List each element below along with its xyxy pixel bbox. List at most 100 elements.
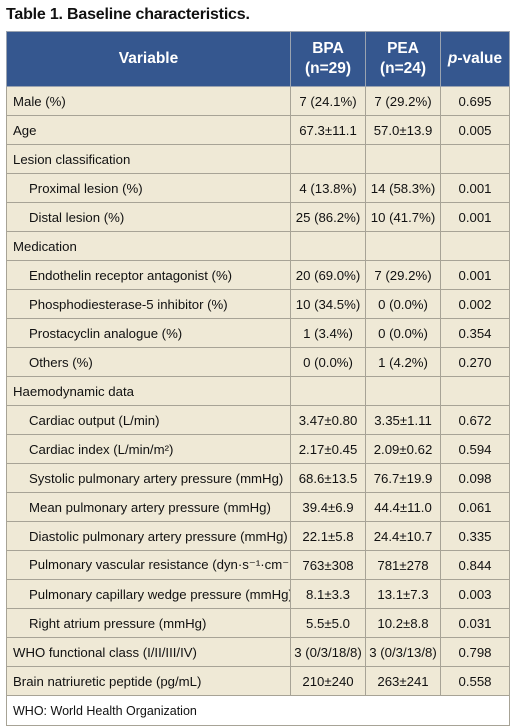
bpa-value: 25 (86.2%) xyxy=(290,202,366,232)
bpa-value: 4 (13.8%) xyxy=(290,173,366,203)
pea-value: 14 (58.3%) xyxy=(365,173,441,203)
section-row: Lesion classification xyxy=(6,144,510,174)
table-row: Mean pulmonary artery pressure (mmHg) 39… xyxy=(6,492,510,522)
pea-value: 0 (0.0%) xyxy=(365,289,441,319)
row-label: Proximal lesion (%) xyxy=(6,173,291,203)
p-value: 0.061 xyxy=(440,492,510,522)
table-row: WHO functional class (I/II/III/IV) 3 (0/… xyxy=(6,637,510,667)
footnote: WHO: World Health Organization xyxy=(6,695,510,726)
row-label: Brain natriuretic peptide (pg/mL) xyxy=(6,666,291,696)
pea-value: 10 (41.7%) xyxy=(365,202,441,232)
pea-value: 3.35±1.11 xyxy=(365,405,441,435)
pea-value: 263±241 xyxy=(365,666,441,696)
table-row: Pulmonary capillary wedge pressure (mmHg… xyxy=(6,579,510,609)
p-value: 0.695 xyxy=(440,86,510,116)
p-value: 0.001 xyxy=(440,260,510,290)
row-label: Others (%) xyxy=(6,347,291,377)
bpa-value: 0 (0.0%) xyxy=(290,347,366,377)
bpa-value: 10 (34.5%) xyxy=(290,289,366,319)
header-pvalue: p-value xyxy=(440,31,510,87)
section-label: Medication xyxy=(6,231,291,261)
pea-value: 7 (29.2%) xyxy=(365,86,441,116)
bpa-value: 68.6±13.5 xyxy=(290,463,366,493)
table-row: Diastolic pulmonary artery pressure (mmH… xyxy=(6,521,510,551)
table-row: Systolic pulmonary artery pressure (mmHg… xyxy=(6,463,510,493)
pea-value: 76.7±19.9 xyxy=(365,463,441,493)
table-caption: Table 1. Baseline characteristics. xyxy=(6,6,250,23)
p-value: 0.335 xyxy=(440,521,510,551)
table-row: Age 67.3±11.1 57.0±13.9 0.005 xyxy=(6,115,510,145)
p-value: 0.002 xyxy=(440,289,510,319)
p-value: 0.270 xyxy=(440,347,510,377)
table-row: Pulmonary vascular resistance (dyn·s⁻¹·c… xyxy=(6,550,510,580)
row-label: Phosphodiesterase-5 inhibitor (%) xyxy=(6,289,291,319)
p-value: 0.594 xyxy=(440,434,510,464)
p-value: 0.005 xyxy=(440,115,510,145)
pea-value: 10.2±8.8 xyxy=(365,608,441,638)
p-value: 0.354 xyxy=(440,318,510,348)
table-row: Phosphodiesterase-5 inhibitor (%) 10 (34… xyxy=(6,289,510,319)
p-value: 0.003 xyxy=(440,579,510,609)
p-value xyxy=(440,376,510,406)
p-value: 0.672 xyxy=(440,405,510,435)
table-row: Cardiac output (L/min) 3.47±0.80 3.35±1.… xyxy=(6,405,510,435)
bpa-value: 7 (24.1%) xyxy=(290,86,366,116)
p-value: 0.558 xyxy=(440,666,510,696)
row-label: Endothelin receptor antagonist (%) xyxy=(6,260,291,290)
p-value xyxy=(440,231,510,261)
table-row: Cardiac index (L/min/m²) 2.17±0.45 2.09±… xyxy=(6,434,510,464)
pea-value: 13.1±7.3 xyxy=(365,579,441,609)
row-label: Male (%) xyxy=(6,86,291,116)
bpa-value xyxy=(290,144,366,174)
row-label: Mean pulmonary artery pressure (mmHg) xyxy=(6,492,291,522)
bpa-value: 5.5±5.0 xyxy=(290,608,366,638)
section-label: Lesion classification xyxy=(6,144,291,174)
pea-value: 24.4±10.7 xyxy=(365,521,441,551)
pea-value xyxy=(365,231,441,261)
row-label: Pulmonary capillary wedge pressure (mmHg… xyxy=(6,579,291,609)
bpa-value xyxy=(290,376,366,406)
row-label: Prostacyclin analogue (%) xyxy=(6,318,291,348)
bpa-value: 8.1±3.3 xyxy=(290,579,366,609)
header-pea: PEA (n=24) xyxy=(365,31,441,87)
header-bpa: BPA (n=29) xyxy=(290,31,366,87)
pea-value: 1 (4.2%) xyxy=(365,347,441,377)
bpa-value: 210±240 xyxy=(290,666,366,696)
bpa-value: 39.4±6.9 xyxy=(290,492,366,522)
pea-value xyxy=(365,144,441,174)
bpa-value xyxy=(290,231,366,261)
pea-value: 781±278 xyxy=(365,550,441,580)
section-row: Medication xyxy=(6,231,510,261)
p-value xyxy=(440,144,510,174)
p-value: 0.844 xyxy=(440,550,510,580)
bpa-value: 67.3±11.1 xyxy=(290,115,366,145)
row-label: Systolic pulmonary artery pressure (mmHg… xyxy=(6,463,291,493)
row-label: Right atrium pressure (mmHg) xyxy=(6,608,291,638)
baseline-characteristics-table: Variable BPA (n=29) PEA (n=24) p-value Mal… xyxy=(6,31,510,726)
pea-value: 57.0±13.9 xyxy=(365,115,441,145)
pea-value: 2.09±0.62 xyxy=(365,434,441,464)
p-value: 0.798 xyxy=(440,637,510,667)
row-label: Pulmonary vascular resistance (dyn·s⁻¹·c… xyxy=(6,550,291,580)
bpa-value: 22.1±5.8 xyxy=(290,521,366,551)
footnote-row: WHO: World Health Organization xyxy=(6,695,510,726)
table-row: Distal lesion (%) 25 (86.2%) 10 (41.7%) … xyxy=(6,202,510,232)
bpa-value: 3.47±0.80 xyxy=(290,405,366,435)
bpa-value: 20 (69.0%) xyxy=(290,260,366,290)
pea-value xyxy=(365,376,441,406)
bpa-value: 2.17±0.45 xyxy=(290,434,366,464)
section-row: Haemodynamic data xyxy=(6,376,510,406)
row-label: WHO functional class (I/II/III/IV) xyxy=(6,637,291,667)
section-label: Haemodynamic data xyxy=(6,376,291,406)
pea-value: 7 (29.2%) xyxy=(365,260,441,290)
row-label: Diastolic pulmonary artery pressure (mmH… xyxy=(6,521,291,551)
pea-value: 0 (0.0%) xyxy=(365,318,441,348)
header-row: Variable BPA (n=29) PEA (n=24) p-value xyxy=(6,31,510,87)
table-row: Right atrium pressure (mmHg) 5.5±5.0 10.… xyxy=(6,608,510,638)
table-row: Brain natriuretic peptide (pg/mL) 210±24… xyxy=(6,666,510,696)
bpa-value: 3 (0/3/18/8) xyxy=(290,637,366,667)
row-label: Distal lesion (%) xyxy=(6,202,291,232)
p-value: 0.031 xyxy=(440,608,510,638)
pea-value: 44.4±11.0 xyxy=(365,492,441,522)
table-row: Proximal lesion (%) 4 (13.8%) 14 (58.3%)… xyxy=(6,173,510,203)
